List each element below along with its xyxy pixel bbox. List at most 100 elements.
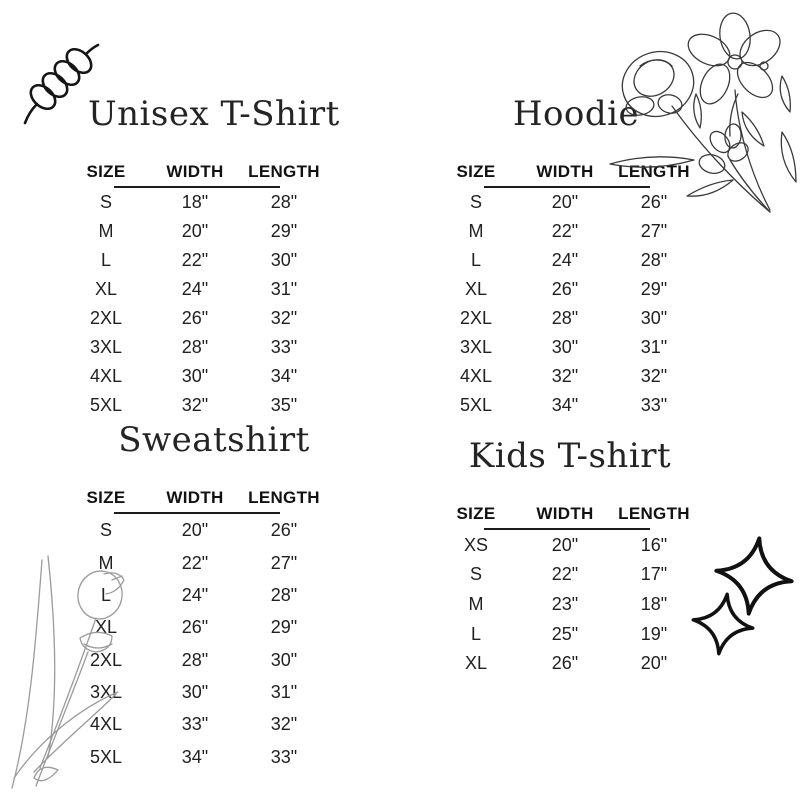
table-body: XS 20" 16" S 22" 17" M 23" 18" L 25" 19" XL 26" 20" xyxy=(428,530,702,678)
table-row: XL 26" 29" xyxy=(428,275,702,304)
size-chart-kids-t-shirt: Kids T-shirt SIZE WIDTH LENGTH XS 20" 16" S… xyxy=(428,408,702,678)
width-cell: 34" xyxy=(551,395,579,416)
size-cell: 5XL xyxy=(459,395,493,416)
table-body: S 20" 26" M 22" 27" L 24" 28" XL 26" 29" 2XL 28" 30" 3X… xyxy=(58,514,332,773)
width-cell: 28" xyxy=(181,649,209,670)
length-cell: 31" xyxy=(270,682,298,703)
size-cell: XL xyxy=(464,653,488,674)
width-cell: 28" xyxy=(181,337,209,358)
table-row: L 22" 30" xyxy=(58,246,332,275)
width-cell: 24" xyxy=(181,279,209,300)
size-cell: XS xyxy=(463,534,488,555)
length-cell: 27" xyxy=(640,221,668,242)
length-cell: 31" xyxy=(270,279,298,300)
length-cell: 19" xyxy=(640,623,668,644)
table-header-row: SIZE WIDTH LENGTH xyxy=(58,488,332,508)
size-cell: S xyxy=(99,192,112,213)
length-cell: 32" xyxy=(640,366,668,387)
table-row: 5XL 32" 35" xyxy=(58,391,332,420)
length-cell: 28" xyxy=(270,584,298,605)
table-row: 4XL 30" 34" xyxy=(58,362,332,391)
size-cell: 3XL xyxy=(89,337,123,358)
size-cell: L xyxy=(470,623,481,644)
size-cell: 2XL xyxy=(89,649,123,670)
column-header-size: SIZE xyxy=(86,162,126,182)
length-cell: 29" xyxy=(270,617,298,638)
table-row: L 24" 28" xyxy=(58,579,332,611)
width-cell: 24" xyxy=(551,250,579,271)
table-row: 5XL 34" 33" xyxy=(428,391,702,420)
size-cell: 2XL xyxy=(459,308,493,329)
length-cell: 20" xyxy=(640,653,668,674)
size-cell: 5XL xyxy=(89,746,123,767)
length-cell: 29" xyxy=(270,221,298,242)
column-header-width: WIDTH xyxy=(166,162,224,182)
width-cell: 22" xyxy=(551,221,579,242)
length-cell: 28" xyxy=(270,192,298,213)
table-title: Hoodie xyxy=(512,94,640,135)
length-cell: 17" xyxy=(640,564,668,585)
length-cell: 32" xyxy=(270,308,298,329)
width-cell: 26" xyxy=(181,308,209,329)
table-row: M 23" 18" xyxy=(428,590,702,620)
length-cell: 35" xyxy=(270,395,298,416)
width-cell: 22" xyxy=(551,564,579,585)
width-cell: 26" xyxy=(551,653,579,674)
length-cell: 30" xyxy=(270,250,298,271)
table-row: S 18" 28" xyxy=(58,188,332,217)
size-chart-unisex-t-shirt: Unisex T-Shirt SIZE WIDTH LENGTH S 18" 28"… xyxy=(58,66,340,420)
table-row: XL 26" 29" xyxy=(58,612,332,644)
width-cell: 20" xyxy=(551,192,579,213)
size-cell: L xyxy=(470,250,481,271)
table-title: Sweatshirt xyxy=(118,420,310,461)
column-header-width: WIDTH xyxy=(166,488,224,508)
table-body: S 20" 26" M 22" 27" L 24" 28" XL 26" 29" 2XL 28" 30" 3X… xyxy=(428,188,702,420)
table-row: S 20" 26" xyxy=(428,188,702,217)
length-cell: 30" xyxy=(640,308,668,329)
size-cell: 3XL xyxy=(459,337,493,358)
table-row: 3XL 28" 33" xyxy=(58,333,332,362)
size-cell: M xyxy=(468,221,484,242)
width-cell: 20" xyxy=(181,520,209,541)
table-title: Unisex T-Shirt xyxy=(88,94,340,135)
column-header-length: LENGTH xyxy=(248,162,320,182)
length-cell: 27" xyxy=(270,552,298,573)
table-row: L 24" 28" xyxy=(428,246,702,275)
table-row: 2XL 26" 32" xyxy=(58,304,332,333)
length-cell: 33" xyxy=(640,395,668,416)
column-header-size: SIZE xyxy=(86,488,126,508)
size-cell: XL xyxy=(94,279,118,300)
length-cell: 32" xyxy=(270,714,298,735)
table-row: 3XL 30" 31" xyxy=(428,333,702,362)
header-underline xyxy=(484,186,650,189)
size-cell: S xyxy=(469,564,482,585)
column-header-length: LENGTH xyxy=(248,488,320,508)
size-cell: M xyxy=(468,593,484,614)
table-row: 2XL 28" 30" xyxy=(58,644,332,676)
header-underline xyxy=(114,512,280,515)
column-header-length: LENGTH xyxy=(618,162,690,182)
width-cell: 25" xyxy=(551,623,579,644)
size-cell: XL xyxy=(464,279,488,300)
table-row: XL 26" 20" xyxy=(428,649,702,679)
size-cell: 4XL xyxy=(89,714,123,735)
length-cell: 29" xyxy=(640,279,668,300)
header-underline xyxy=(114,186,280,189)
column-header-width: WIDTH xyxy=(536,162,594,182)
width-cell: 32" xyxy=(181,395,209,416)
length-cell: 16" xyxy=(640,534,668,555)
size-cell: L xyxy=(100,584,111,605)
size-cell: S xyxy=(469,192,482,213)
table-row: 4XL 32" 32" xyxy=(428,362,702,391)
table-row: 2XL 28" 30" xyxy=(428,304,702,333)
width-cell: 18" xyxy=(181,192,209,213)
width-cell: 23" xyxy=(551,593,579,614)
table-row: L 25" 19" xyxy=(428,619,702,649)
column-header-size: SIZE xyxy=(456,162,496,182)
header-underline xyxy=(484,528,650,531)
width-cell: 30" xyxy=(181,682,209,703)
length-cell: 33" xyxy=(270,746,298,767)
table-row: XS 20" 16" xyxy=(428,530,702,560)
table-header-row: SIZE WIDTH LENGTH xyxy=(428,504,702,524)
width-cell: 26" xyxy=(181,617,209,638)
